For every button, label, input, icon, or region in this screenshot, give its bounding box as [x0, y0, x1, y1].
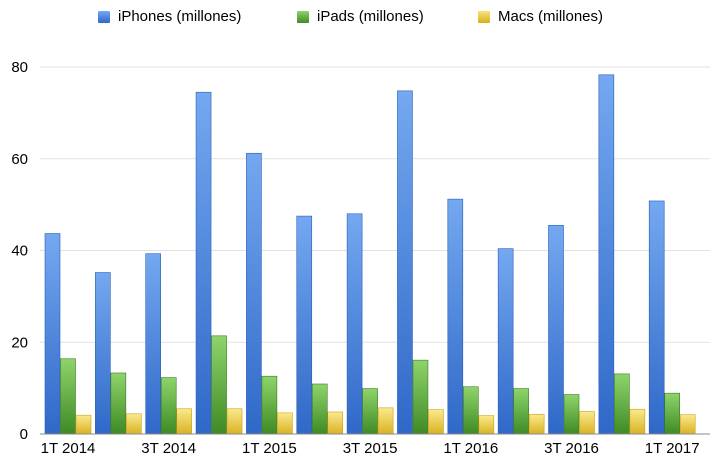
bar-ipads [60, 358, 76, 435]
bar-iphones [246, 152, 262, 435]
bar-macs [277, 412, 293, 435]
bar-iphones [648, 200, 665, 435]
y-tick-label: 0 [20, 426, 28, 443]
legend-swatch-macs [478, 10, 490, 23]
bar-macs [679, 414, 696, 435]
bar-macs [428, 409, 444, 435]
bar-ipads [261, 375, 278, 435]
y-tick-label: 60 [11, 151, 28, 168]
y-tick-label: 40 [11, 243, 28, 260]
legend-label-ipads: iPads (millones) [317, 8, 424, 25]
legend-label-macs: Macs (millones) [498, 8, 604, 25]
x-tick-label: 3T 2016 [544, 440, 599, 457]
bar-ipads [362, 388, 378, 435]
bar-iphones [397, 90, 413, 435]
bar-ipads [211, 335, 227, 435]
bar-iphones [548, 224, 564, 435]
legend-swatch-iphones [98, 10, 110, 23]
bar-macs [528, 413, 545, 435]
legend-label-iphones: iPhones (millones) [118, 8, 242, 25]
bar-macs [75, 414, 92, 435]
axes: 0 20 40 60 80 1T 2014 3T 2014 1T 2015 3T 2015 1T … [11, 59, 710, 457]
legend-item-iphones: iPhones (millones) [98, 8, 241, 25]
bar-ipads [110, 372, 127, 435]
bar-ipads [462, 386, 479, 435]
bar-macs [176, 408, 192, 435]
bar-iphones [598, 74, 615, 435]
bar-ipads [412, 359, 429, 435]
bar-iphones [447, 198, 464, 435]
legend-item-ipads: iPads (millones) [297, 8, 424, 25]
legend: iPhones (millones) iPads (millones) Macs… [0, 8, 722, 32]
bar-macs [377, 407, 394, 435]
y-tick-label: 20 [11, 334, 28, 351]
bar-macs [126, 413, 142, 435]
bar-iphones [497, 248, 514, 435]
bar-iphones [95, 272, 111, 435]
bar-iphones [346, 213, 363, 435]
x-tick-label: 1T 2015 [242, 440, 297, 457]
x-tick-label: 1T 2014 [41, 440, 96, 457]
bar-macs [579, 411, 595, 435]
bar-iphones [296, 215, 313, 435]
bar-iphones [44, 233, 61, 435]
x-tick-label: 3T 2014 [141, 440, 196, 457]
bar-ipads [513, 388, 529, 435]
legend-item-macs: Macs (millones) [478, 8, 603, 25]
bar-macs [478, 415, 495, 435]
legend-swatch-ipads [297, 10, 309, 23]
y-tick-label: 80 [11, 59, 28, 76]
x-tick-label: 1T 2017 [645, 440, 700, 457]
bar-ipads [563, 394, 580, 435]
bar-macs [629, 408, 646, 435]
bar-macs [226, 408, 243, 435]
bar-macs [327, 411, 344, 435]
bar-ipads [160, 377, 177, 435]
bar-ipads [664, 392, 681, 435]
bar-iphones [195, 91, 212, 435]
bars [44, 74, 696, 435]
bar-ipads [311, 383, 328, 435]
bar-iphones [145, 253, 161, 435]
bar-ipads [614, 373, 630, 435]
x-tick-label: 3T 2015 [343, 440, 398, 457]
x-tick-label: 1T 2016 [443, 440, 498, 457]
